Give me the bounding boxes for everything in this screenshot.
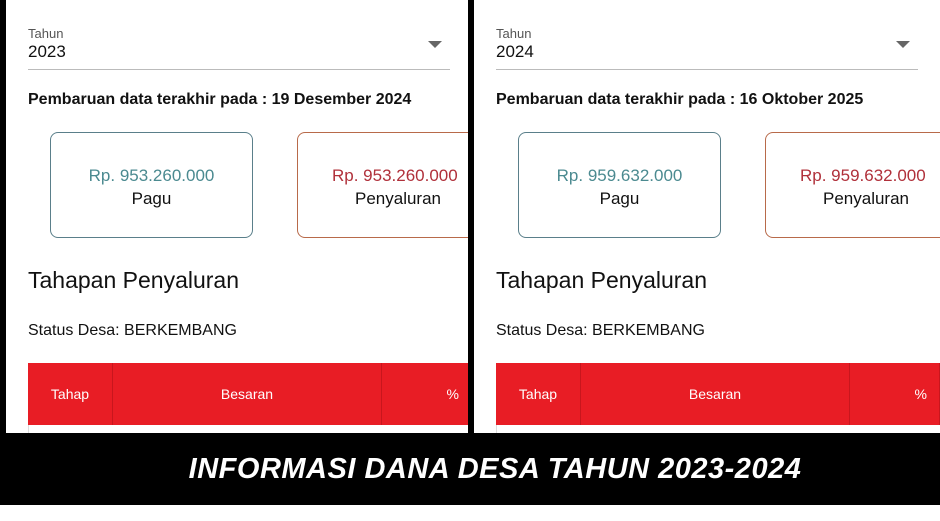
table-row (28, 425, 468, 433)
penyaluran-card: Rp. 959.632.000 Penyaluran (765, 132, 940, 238)
year-select[interactable]: 2023 (28, 42, 66, 61)
panel-2023: Tahun 2023 Pembaruan data terakhir pada … (6, 0, 468, 433)
penyaluran-amount: Rp. 953.260.000 (332, 166, 458, 185)
last-update-text: Pembaruan data terakhir pada : 16 Oktobe… (496, 91, 864, 108)
column-tahap: Tahap (28, 363, 113, 425)
year-select-label: Tahun (28, 26, 64, 41)
panel-2024: Tahun 2024 Pembaruan data terakhir pada … (474, 0, 940, 433)
year-select[interactable]: 2024 (496, 42, 534, 61)
year-select-label: Tahun (496, 26, 532, 41)
title-banner: INFORMASI DANA DESA TAHUN 2023-2024 (0, 433, 940, 505)
village-status: Status Desa: BERKEMBANG (28, 322, 237, 339)
table-row (496, 425, 940, 433)
village-status: Status Desa: BERKEMBANG (496, 322, 705, 339)
penyaluran-label: Penyaluran (823, 189, 910, 208)
column-besaran: Besaran (113, 363, 382, 425)
pagu-card: Rp. 953.260.000 Pagu (50, 132, 253, 238)
dropdown-arrow-icon[interactable] (896, 41, 910, 48)
select-underline (496, 69, 918, 70)
column-percent: % (382, 363, 468, 425)
column-percent: % (850, 363, 940, 425)
pagu-amount: Rp. 959.632.000 (556, 166, 683, 185)
pagu-label: Pagu (599, 189, 640, 208)
pagu-amount: Rp. 953.260.000 (88, 166, 215, 185)
penyaluran-label: Penyaluran (355, 189, 442, 208)
section-title: Tahapan Penyaluran (496, 267, 707, 293)
pagu-card: Rp. 959.632.000 Pagu (518, 132, 721, 238)
banner-title: INFORMASI DANA DESA TAHUN 2023-2024 (188, 452, 802, 485)
select-underline (28, 69, 450, 70)
column-besaran: Besaran (581, 363, 850, 425)
section-title: Tahapan Penyaluran (28, 267, 239, 293)
last-update-text: Pembaruan data terakhir pada : 19 Desemb… (28, 91, 412, 108)
penyaluran-amount: Rp. 959.632.000 (800, 166, 926, 185)
table-header: Tahap Besaran % (28, 363, 468, 425)
column-tahap: Tahap (496, 363, 581, 425)
dropdown-arrow-icon[interactable] (428, 41, 442, 48)
pagu-label: Pagu (131, 189, 172, 208)
table-header: Tahap Besaran % (496, 363, 940, 425)
penyaluran-card: Rp. 953.260.000 Penyaluran (297, 132, 468, 238)
